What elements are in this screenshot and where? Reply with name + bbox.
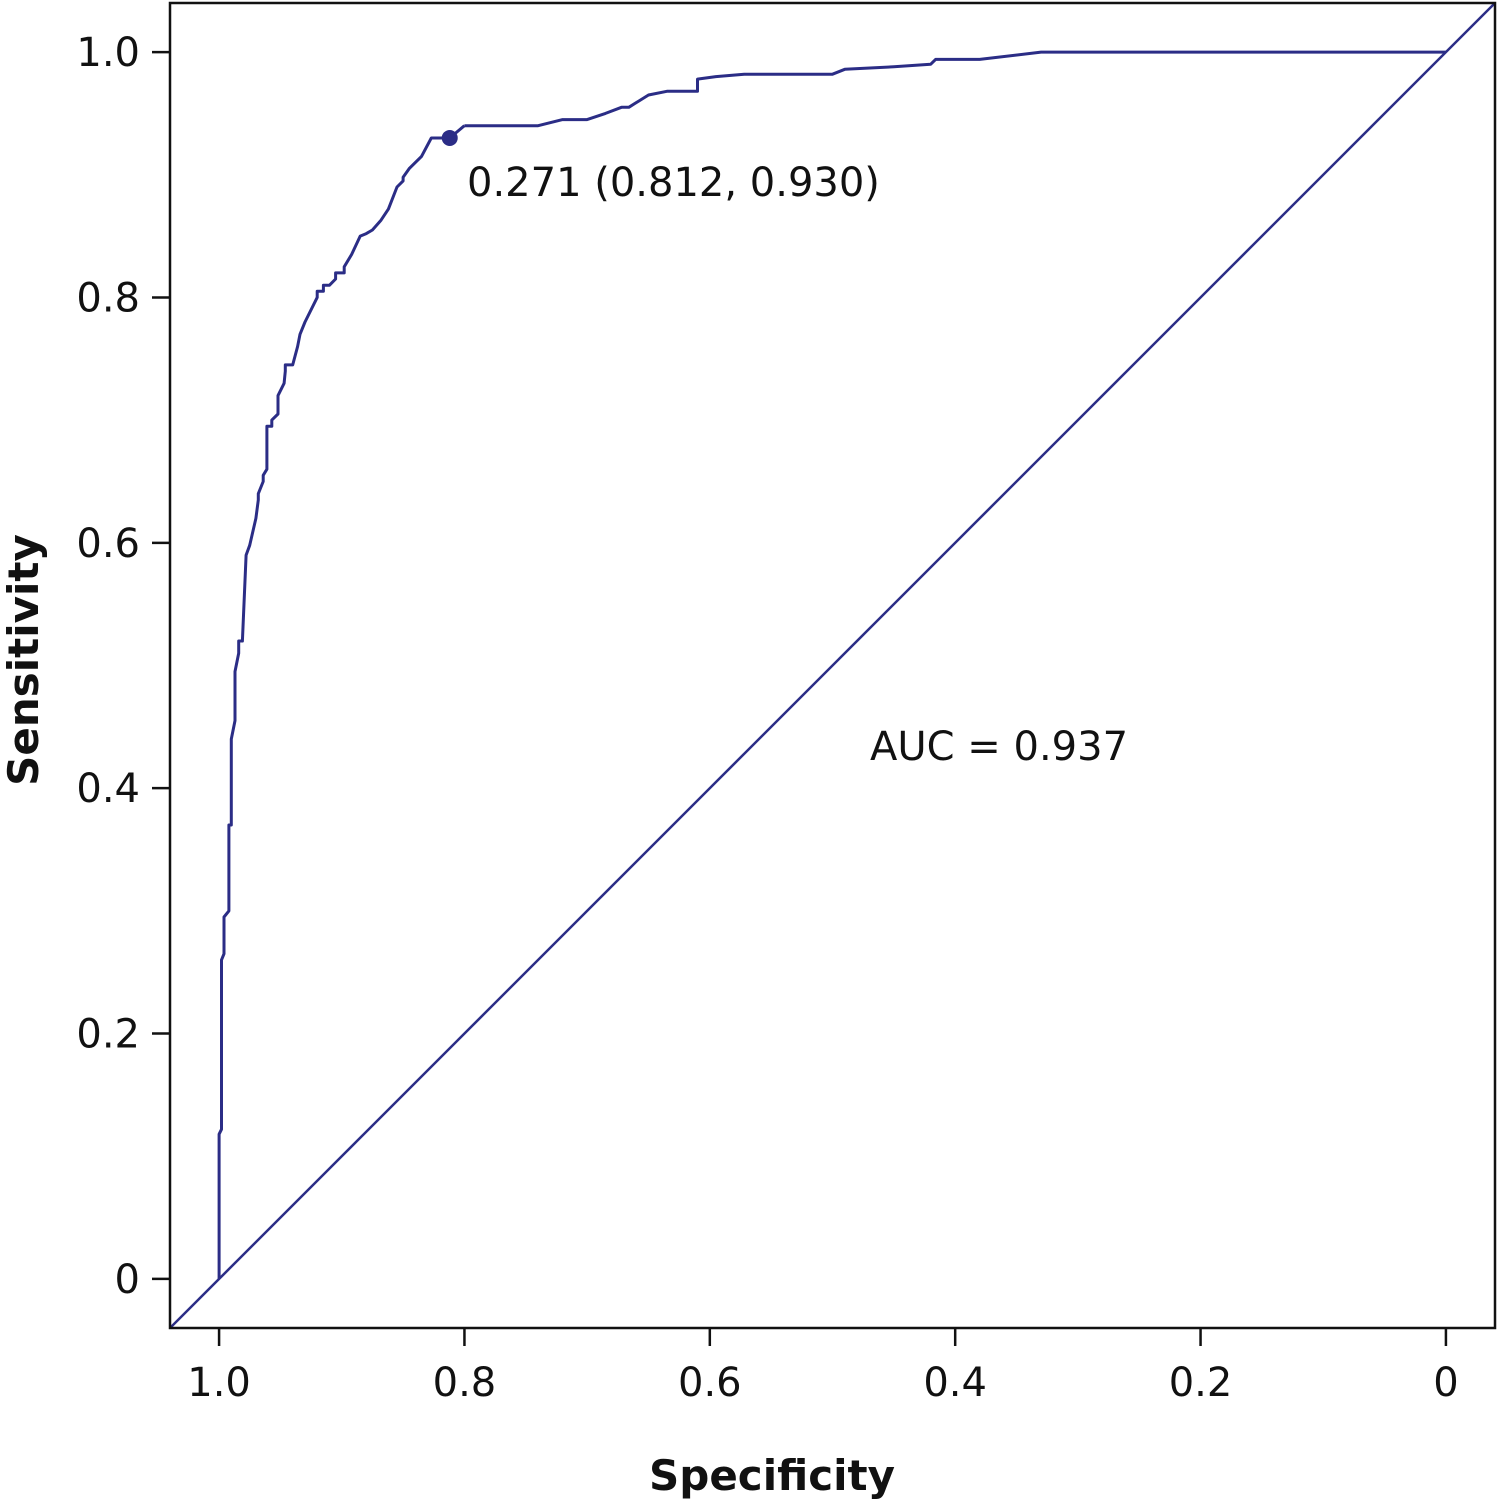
optimal-point-label: 0.271 (0.812, 0.930)	[467, 160, 880, 206]
plot-area	[169, 2, 1496, 1329]
reference-diagonal-line	[169, 2, 1496, 1329]
x-tick-label: 0.2	[1169, 1360, 1233, 1406]
x-tick-label: 0.8	[433, 1360, 497, 1406]
y-tick-label: 1.0	[76, 30, 140, 76]
x-tick-label: 1.0	[187, 1360, 251, 1406]
axes: 1.0 0.8 0.6 0.4 0.2 0 0 0.2 0.4 0.6 0.8 1.0	[76, 1, 1497, 1406]
y-tick-label: 0	[115, 1257, 140, 1303]
y-tick-label: 0.8	[76, 275, 140, 321]
y-axis-title: Sensitivity	[0, 534, 48, 786]
x-axis-title: Specificity	[649, 1451, 895, 1500]
roc-curve-segment-2	[464, 50, 1446, 128]
optimal-cutoff-point	[441, 129, 458, 146]
auc-annotation: AUC = 0.937	[870, 724, 1128, 770]
plot-frame	[168, 1, 1497, 1330]
x-tick-label: 0.4	[923, 1360, 987, 1406]
roc-curve-segment-1	[217, 124, 466, 1279]
x-tick-label: 0.6	[678, 1360, 742, 1406]
y-tick-label: 0.4	[76, 766, 140, 812]
y-tick-label: 0.6	[76, 521, 140, 567]
x-tick-label: 0	[1433, 1360, 1458, 1406]
y-tick-label: 0.2	[76, 1012, 140, 1058]
